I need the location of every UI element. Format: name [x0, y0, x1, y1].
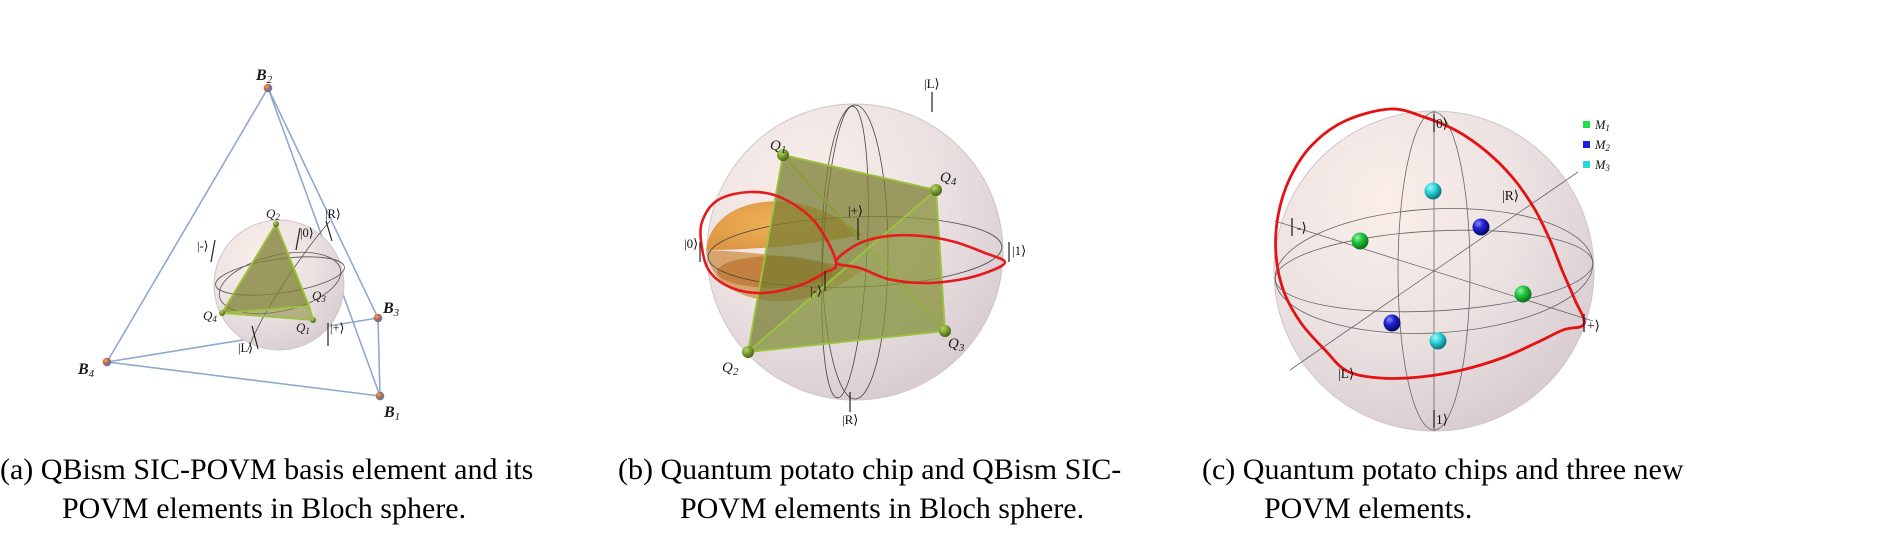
- svg-text:|L⟩: |L⟩: [924, 76, 940, 91]
- svg-text:1⟩: 1⟩: [1436, 412, 1448, 427]
- svg-text:Q2: Q2: [266, 206, 280, 222]
- svg-text:B3: B3: [382, 300, 400, 319]
- svg-text:|R⟩: |R⟩: [325, 207, 341, 221]
- svg-text:|-⟩: |-⟩: [810, 283, 822, 298]
- svg-text:Q4: Q4: [203, 308, 217, 324]
- svg-text:B1: B1: [383, 404, 400, 423]
- svg-text:|+⟩: |+⟩: [330, 321, 344, 335]
- svg-text:Q2: Q2: [722, 360, 739, 378]
- svg-text:|-⟩: |-⟩: [197, 239, 209, 253]
- svg-text:|R⟩: |R⟩: [1502, 188, 1519, 203]
- svg-text:|0⟩: |0⟩: [684, 236, 698, 251]
- svg-text:M3: M3: [1594, 158, 1610, 173]
- svg-text:|1⟩: |1⟩: [1012, 243, 1026, 258]
- svg-text:|0⟩: |0⟩: [300, 226, 314, 240]
- svg-text:0⟩: 0⟩: [1436, 116, 1448, 131]
- svg-text:|L⟩: |L⟩: [238, 341, 253, 355]
- svg-text:+⟩: +⟩: [1587, 318, 1600, 333]
- svg-text:M2: M2: [1594, 138, 1610, 153]
- svg-text:|R⟩: |R⟩: [842, 412, 858, 427]
- svg-text:-⟩: -⟩: [1297, 220, 1307, 235]
- svg-text:B4: B4: [77, 361, 95, 380]
- svg-text:M1: M1: [1594, 118, 1610, 133]
- svg-text:|+⟩: |+⟩: [848, 203, 863, 218]
- svg-text:|L⟩: |L⟩: [1338, 366, 1354, 381]
- svg-text:B2: B2: [255, 67, 273, 86]
